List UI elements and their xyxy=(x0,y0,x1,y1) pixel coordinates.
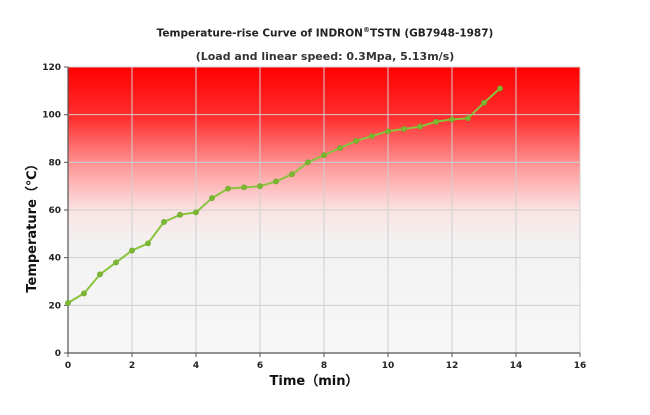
data-point xyxy=(449,116,455,123)
data-point xyxy=(385,128,391,135)
x-tick-label: 12 xyxy=(446,361,459,371)
chart-subtitle: (Load and linear speed: 0.3Mpa, 5.13m/s) xyxy=(195,50,455,63)
data-point xyxy=(161,219,167,225)
y-axis-label: Temperature（℃） xyxy=(24,157,40,292)
x-tick-label: 14 xyxy=(510,361,523,371)
chart-title-tail: TSTN (GB7948-1987) xyxy=(369,27,494,40)
y-tick-label: 100 xyxy=(42,111,61,121)
data-point xyxy=(225,185,231,192)
x-tick-label: 16 xyxy=(574,361,587,371)
data-point xyxy=(417,123,423,130)
y-tick-label: 120 xyxy=(42,63,61,73)
y-tick-label: 0 xyxy=(55,349,61,359)
data-point xyxy=(209,195,215,201)
x-tick-label: 4 xyxy=(193,361,199,371)
data-point xyxy=(353,137,359,144)
chart-title: Temperature-rise Curve of INDRON®TSTN (G… xyxy=(0,26,650,40)
x-tick-labels: 0 2 4 6 8 10 12 14 16 xyxy=(65,353,586,371)
x-axis-label: Time（min） xyxy=(270,373,359,389)
data-point xyxy=(497,85,503,92)
data-point xyxy=(289,171,295,178)
data-point xyxy=(193,209,199,216)
data-point xyxy=(177,211,183,218)
data-point xyxy=(257,183,263,190)
data-point xyxy=(65,300,71,306)
x-tick-label: 0 xyxy=(65,361,71,371)
data-point xyxy=(481,99,487,106)
data-point xyxy=(305,159,311,166)
x-tick-label: 8 xyxy=(321,361,327,371)
data-point xyxy=(97,271,103,278)
data-point xyxy=(81,290,87,297)
y-tick-label: 60 xyxy=(48,206,61,216)
y-tick-label: 20 xyxy=(48,301,61,311)
data-point xyxy=(369,133,375,140)
data-point xyxy=(321,152,327,159)
data-point xyxy=(337,145,343,151)
data-point xyxy=(465,115,471,122)
y-tick-label: 80 xyxy=(48,158,61,168)
y-tick-labels: 0 20 40 60 80 100 120 xyxy=(42,63,68,359)
chart-title-main: Temperature-rise Curve of INDRON xyxy=(156,27,363,40)
data-point xyxy=(129,247,135,254)
data-point xyxy=(433,118,439,125)
registered-mark: ® xyxy=(362,26,370,34)
data-points xyxy=(65,85,503,306)
data-point xyxy=(273,178,279,185)
data-point xyxy=(241,184,247,191)
data-point xyxy=(145,240,151,247)
x-tick-label: 6 xyxy=(257,361,263,371)
data-point xyxy=(401,126,407,132)
x-tick-label: 2 xyxy=(129,361,135,371)
y-tick-label: 40 xyxy=(48,254,61,264)
x-tick-label: 10 xyxy=(382,361,395,371)
data-point xyxy=(113,259,119,266)
series-line-temperature xyxy=(67,87,501,304)
